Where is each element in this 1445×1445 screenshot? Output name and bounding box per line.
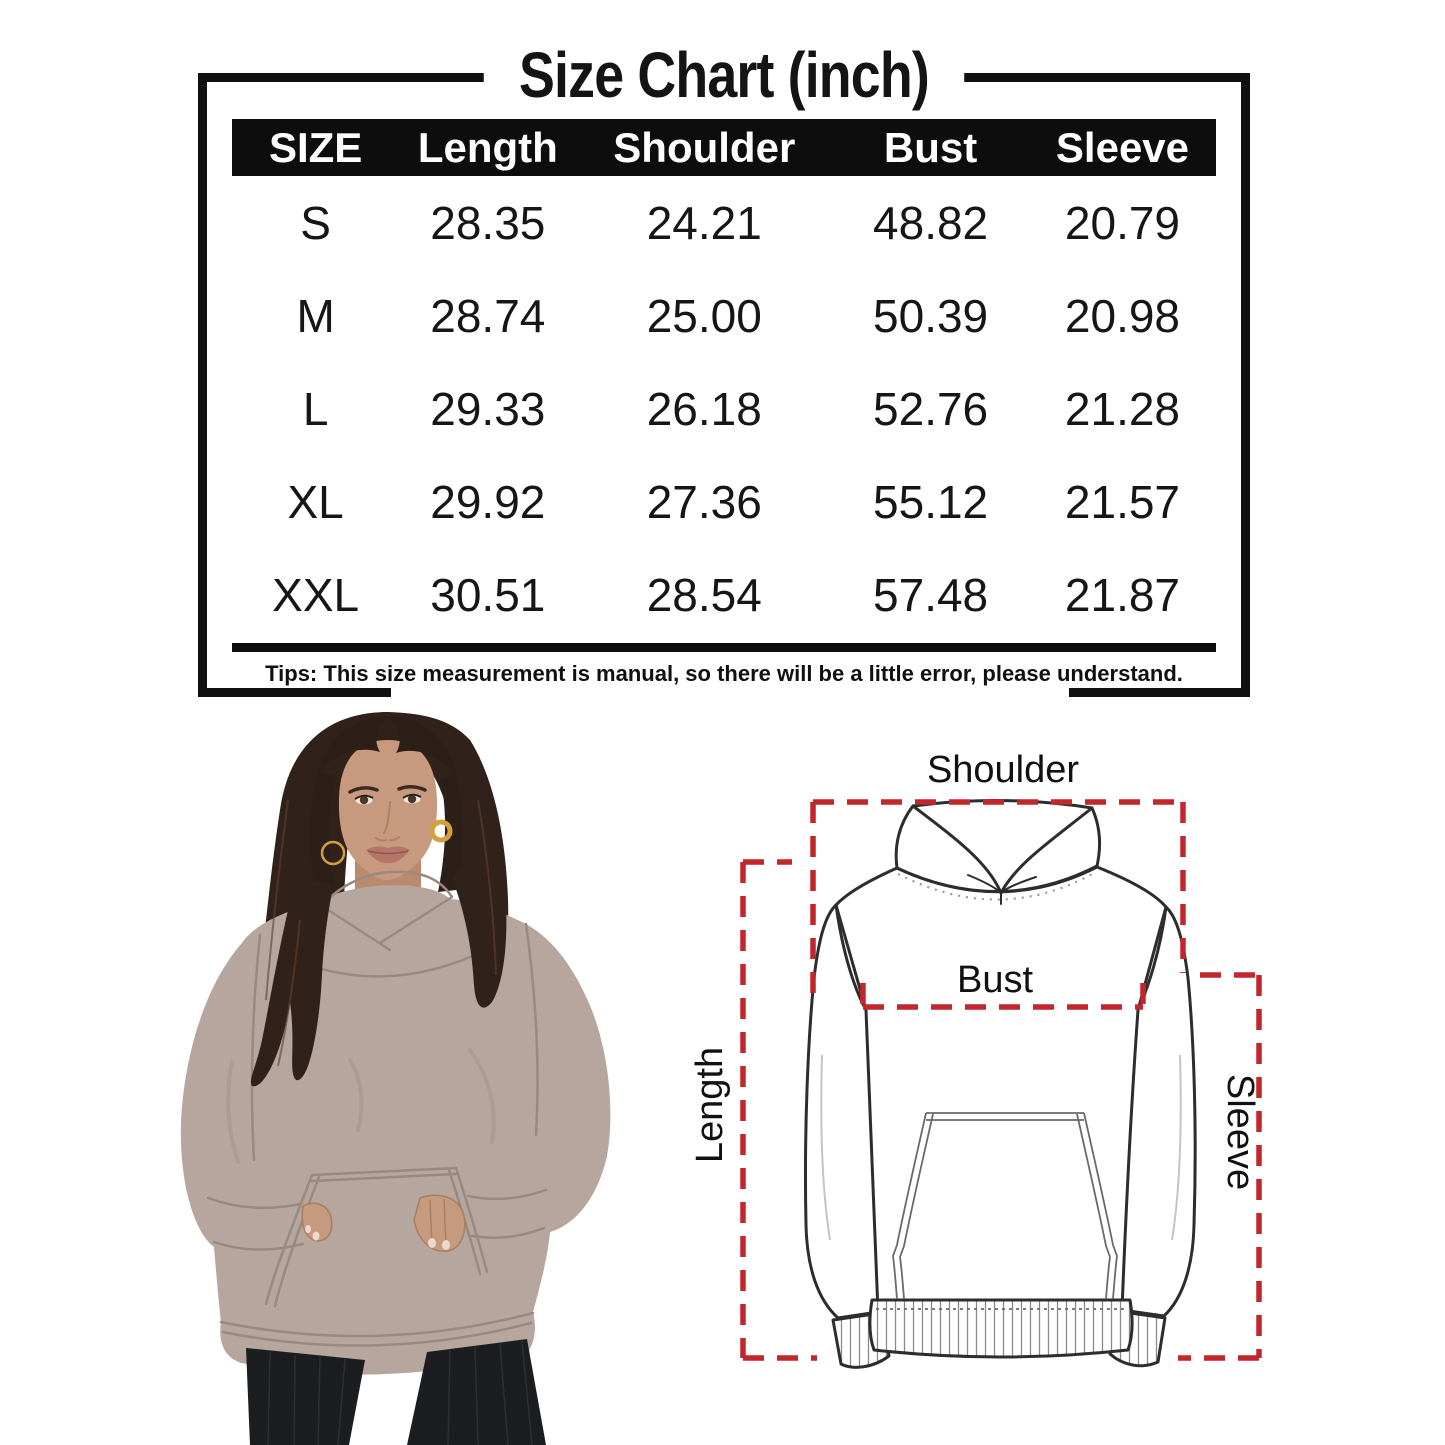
cell-sleeve: 21.28 bbox=[1064, 382, 1181, 435]
cell-shoulder: 28.54 bbox=[646, 568, 762, 621]
model-photo bbox=[180, 712, 611, 1445]
cell-size: XXL bbox=[272, 568, 360, 621]
cell-length: 30.51 bbox=[430, 568, 546, 621]
cell-length: 29.33 bbox=[430, 382, 546, 435]
nail bbox=[428, 1238, 436, 1248]
column-header-shoulder: Shoulder bbox=[613, 123, 796, 171]
size-chart-table: Size Chart (inch) SIZE Length Shoulder B… bbox=[198, 36, 1250, 697]
pocket-stitch bbox=[876, 1112, 1126, 1310]
cell-bust: 57.48 bbox=[873, 568, 989, 621]
column-header-size: SIZE bbox=[268, 123, 363, 171]
cell-length: 28.35 bbox=[430, 196, 546, 249]
cell-bust: 50.39 bbox=[873, 289, 989, 342]
sleeve-shading bbox=[820, 1054, 1182, 1241]
cell-size: S bbox=[300, 196, 331, 249]
length-line bbox=[740, 859, 817, 1361]
size-chart-title-text: Size Chart (inch) bbox=[483, 36, 965, 114]
column-header-bust: Bust bbox=[883, 123, 978, 171]
label-length: Length bbox=[689, 1047, 731, 1163]
table-row: S 28.35 24.21 48.82 20.79 bbox=[232, 176, 1216, 269]
cell-bust: 55.12 bbox=[873, 475, 989, 528]
cell-length: 28.74 bbox=[430, 289, 546, 342]
earring-right-icon bbox=[429, 819, 453, 843]
bust-line bbox=[860, 983, 1146, 1010]
label-sleeve: Sleeve bbox=[1219, 1074, 1261, 1190]
table-frame-bottom-left-segment bbox=[198, 688, 391, 697]
size-chart-title: Size Chart (inch) bbox=[207, 36, 1241, 114]
hoodie-folds bbox=[226, 1048, 496, 1164]
label-shoulder: Shoulder bbox=[927, 749, 1079, 791]
table-body: S 28.35 24.21 48.82 20.79 M 28.74 25.00 … bbox=[232, 176, 1216, 641]
leggings-rib bbox=[267, 1340, 533, 1445]
cell-shoulder: 25.00 bbox=[646, 289, 762, 342]
cell-bust: 48.82 bbox=[873, 196, 989, 249]
hoodie-seams bbox=[206, 870, 548, 1347]
tips-text: Tips: This size measurement is manual, s… bbox=[265, 661, 1183, 686]
hair-highlights bbox=[265, 799, 497, 1067]
iris-right bbox=[407, 794, 417, 804]
nail bbox=[305, 1225, 311, 1233]
table-row: L 29.33 26.18 52.76 21.28 bbox=[232, 362, 1216, 455]
cell-size: L bbox=[302, 382, 329, 435]
nail bbox=[312, 1231, 320, 1241]
eyelid-left bbox=[354, 794, 374, 800]
column-header-sleeve: Sleeve bbox=[1055, 123, 1190, 171]
label-bust: Bust bbox=[957, 959, 1033, 1001]
measurement-lines bbox=[740, 799, 1262, 1361]
cell-sleeve: 21.57 bbox=[1064, 475, 1181, 528]
cell-bust: 52.76 bbox=[873, 382, 989, 435]
nail bbox=[442, 1240, 450, 1250]
hoodie-outline bbox=[803, 798, 1197, 1369]
leggings-left bbox=[246, 1348, 365, 1445]
cell-size: M bbox=[296, 289, 335, 342]
earring-left-icon bbox=[320, 840, 346, 866]
column-header-length: Length bbox=[417, 123, 558, 171]
collar-stitch bbox=[897, 871, 1097, 901]
hoodie-body bbox=[180, 885, 611, 1375]
shoulder-line bbox=[810, 799, 1186, 1002]
table-header-row: SIZE Length Shoulder Bust Sleeve bbox=[232, 119, 1216, 176]
cell-shoulder: 27.36 bbox=[646, 475, 762, 528]
cell-length: 29.92 bbox=[430, 475, 546, 528]
sleeve-line bbox=[1178, 972, 1262, 1361]
table-row: M 28.74 25.00 50.39 20.98 bbox=[232, 269, 1216, 362]
table-frame-bottom-right-segment bbox=[1069, 688, 1250, 697]
hair-front-right bbox=[388, 716, 456, 775]
hair-lock-right bbox=[452, 838, 507, 1008]
cell-shoulder: 24.21 bbox=[646, 196, 762, 249]
hair-front-left bbox=[318, 716, 388, 772]
cell-size: XL bbox=[287, 475, 344, 528]
cell-sleeve: 21.87 bbox=[1064, 568, 1181, 621]
cell-shoulder: 26.18 bbox=[646, 382, 762, 435]
iris-left bbox=[359, 795, 369, 805]
nose bbox=[375, 801, 400, 842]
eyebrow-right bbox=[397, 785, 427, 792]
lip-line bbox=[367, 850, 409, 855]
cell-sleeve: 20.98 bbox=[1064, 289, 1181, 342]
eyebrow-left bbox=[348, 786, 379, 794]
table-row: XL 29.92 27.36 55.12 21.57 bbox=[232, 455, 1216, 548]
hair-side-left bbox=[310, 772, 336, 892]
lips bbox=[366, 846, 410, 864]
eyelid-right bbox=[402, 793, 422, 799]
table-footer-divider bbox=[232, 643, 1216, 652]
measurement-diagram: Shoulder Bust Length Sleeve bbox=[689, 749, 1262, 1369]
face bbox=[338, 740, 438, 880]
table-row: XXL 30.51 28.54 57.48 21.87 bbox=[232, 548, 1216, 641]
hand-right bbox=[413, 1194, 466, 1252]
cell-sleeve: 20.79 bbox=[1064, 196, 1181, 249]
